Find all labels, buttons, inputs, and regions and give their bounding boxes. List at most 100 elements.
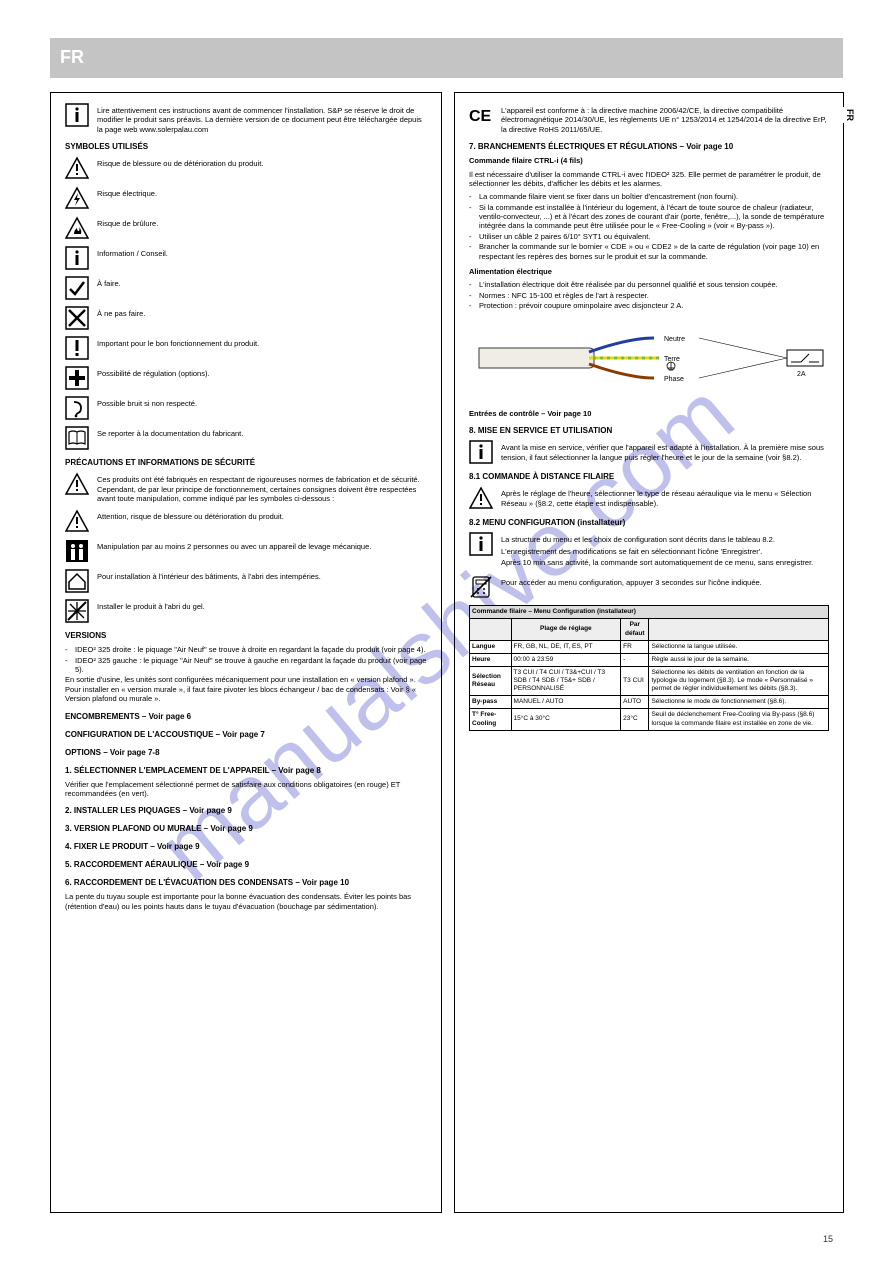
step3-heading: 3. VERSION PLAFOND OU MURALE – Voir page… [65,824,427,834]
step8-info: Avant la mise en service, vérifier que l… [501,440,829,462]
safety-text: Manipulation par au moins 2 personnes ou… [97,539,427,551]
symbol-icon [65,216,89,240]
symbol-row: Risque de blessure ou de détérioration d… [65,156,427,180]
safety-text: Installer le produit à l'abri du gel. [97,599,427,611]
s82-info: La structure du menu et les choix de con… [501,532,829,569]
symbol-icon [65,156,89,180]
symbol-label: À ne pas faire. [97,306,427,318]
symbol-row: Important pour le bon fonctionnement du … [65,336,427,360]
warn-icon [469,486,493,510]
alim-text: Normes : NFC 15-100 et règles de l'art à… [479,291,649,300]
symbol-row: À faire. [65,276,427,300]
right-column: FR CE L'appareil est conforme à : la dir… [454,92,844,1213]
encomb-heading: ENCOMBREMENTS – Voir page 6 [65,712,427,722]
symbol-icon [65,186,89,210]
s82-info-line: L'enregistrement des modifications se fa… [501,547,829,556]
com-row: -La commande filaire vient se fixer dans… [469,192,829,201]
svg-text:2A: 2A [797,371,806,378]
versions-list: -IDEO² 325 droite : le piquage "Air Neuf… [65,645,427,674]
com-rows: -La commande filaire vient se fixer dans… [469,192,829,261]
left-column: Lire attentivement ces instructions avan… [50,92,442,1213]
step6-heading: 6. RACCORDEMENT DE L'ÉVACUATION DES COND… [65,878,427,888]
warn-icon [65,472,89,496]
step8-heading: 8. MISE EN SERVICE ET UTILISATION [469,426,829,436]
version-note: En sortie d'usine, les unités sont confi… [65,675,427,703]
manual-page: manualshive.com FR Lire attentivement ce… [0,0,893,1263]
no-remote-icon [469,575,493,599]
com-text: Si la commande est installée à l'intérie… [479,203,829,231]
com-row: -Brancher la commande sur le bornier « C… [469,242,829,261]
info-icon [65,103,89,127]
safety-text: Pour installation à l'intérieur des bâti… [97,569,427,581]
symbol-label: Risque électrique. [97,186,427,198]
safety-text: Attention, risque de blessure ou détério… [97,509,427,521]
s81-heading: 8.1 COMMANDE À DISTANCE FILAIRE [469,472,829,482]
svg-text:Neutre: Neutre [664,336,685,343]
symbol-icon [65,366,89,390]
symbol-label: Possibilité de régulation (options). [97,366,427,378]
header-title: FR [60,47,84,67]
step5-heading: 5. RACCORDEMENT AÉRAULIQUE – Voir page 9 [65,860,427,870]
symbol-icon [65,306,89,330]
safety-list: Attention, risque de blessure ou détério… [65,509,427,623]
safety-row: Manipulation par au moins 2 personnes ou… [65,539,427,563]
info-icon [469,532,493,556]
s82-heading: 8.2 MENU CONFIGURATION (installateur) [469,518,829,528]
intro-text: Lire attentivement ces instructions avan… [97,103,427,134]
symbol-label: À faire. [97,276,427,288]
com-title: Commande filaire CTRL-i (4 fils) [469,156,829,165]
alim-title: Alimentation électrique [469,267,829,276]
symbol-icon [65,276,89,300]
symbol-label: Possible bruit si non respecté. [97,396,427,408]
symbol-row: Se reporter à la documentation du fabric… [65,426,427,450]
s81-warn: Après le réglage de l'heure, sélectionne… [501,486,829,508]
symbol-row: Risque de brûlure. [65,216,427,240]
caution-text: Ces produits ont été fabriqués en respec… [97,472,427,503]
svg-text:CE: CE [469,108,492,125]
version-text: IDEO² 325 droite : le piquage "Air Neuf"… [75,645,426,654]
alim-row: -Protection : prévoir coupure ominpolair… [469,301,829,310]
cable-diagram: Neutre Terre Phase 2A [469,318,829,400]
version-row: -IDEO² 325 gauche : le piquage "Air Neuf… [65,656,427,675]
safety-row: Pour installation à l'intérieur des bâti… [65,569,427,593]
inputs-title: Entrées de contrôle – Voir page 10 [469,409,829,418]
version-text: IDEO² 325 gauche : le piquage "Air Neuf"… [75,656,427,675]
alim-row: -L'installation électrique doit être réa… [469,280,829,289]
step4-heading: 4. FIXER LE PRODUIT – Voir page 9 [65,842,427,852]
alim-rows: -L'installation électrique doit être réa… [469,280,829,310]
page-number: 15 [823,1234,833,1245]
symbol-row: À ne pas faire. [65,306,427,330]
step1-heading: 1. SÉLECTIONNER L'EMPLACEMENT DE L'APPAR… [65,766,427,776]
s82-info-line: Après 10 min sans activité, la commande … [501,558,829,567]
safety-icon [65,509,89,533]
ce-mark-icon: CE [469,103,493,127]
symbol-row: Possible bruit si non respecté. [65,396,427,420]
com-text: La commande filaire vient se fixer dans … [479,192,738,201]
symbol-row: Information / Conseil. [65,246,427,270]
symbol-icon [65,246,89,270]
step2-heading: 2. INSTALLER LES PIQUAGES – Voir page 9 [65,806,427,816]
symbol-label: Se reporter à la documentation du fabric… [97,426,427,438]
safety-icon [65,599,89,623]
step1-note: Vérifier que l'emplacement sélectionné p… [65,780,427,799]
com-row: -Si la commande est installée à l'intéri… [469,203,829,231]
s82-noremote: Pour accéder au menu configuration, appu… [501,575,829,587]
step6-note: La pente du tuyau souple est importante … [65,892,427,911]
symbol-icon [65,396,89,420]
svg-text:Phase: Phase [664,376,684,383]
safety-row: Attention, risque de blessure ou détério… [65,509,427,533]
symbol-icon [65,426,89,450]
lang-tab: FR [842,107,857,123]
com-row: -Utiliser un câble 2 paires 6/10° SYT1 o… [469,232,829,241]
step7-heading: 7. BRANCHEMENTS ÉLECTRIQUES ET RÉGULATIO… [469,142,829,152]
alim-row: -Normes : NFC 15-100 et règles de l'art … [469,291,829,300]
alim-text: Protection : prévoir coupure ominpolaire… [479,301,683,310]
safety-icon [65,539,89,563]
safety-icon [65,569,89,593]
com-text: Utiliser un câble 2 paires 6/10° SYT1 ou… [479,232,650,241]
symbol-label: Information / Conseil. [97,246,427,258]
ce-text: L'appareil est conforme à : la directive… [501,103,829,134]
symbol-label: Important pour le bon fonctionnement du … [97,336,427,348]
info-icon [469,440,493,464]
com-text: Brancher la commande sur le bornier « CD… [479,242,829,261]
